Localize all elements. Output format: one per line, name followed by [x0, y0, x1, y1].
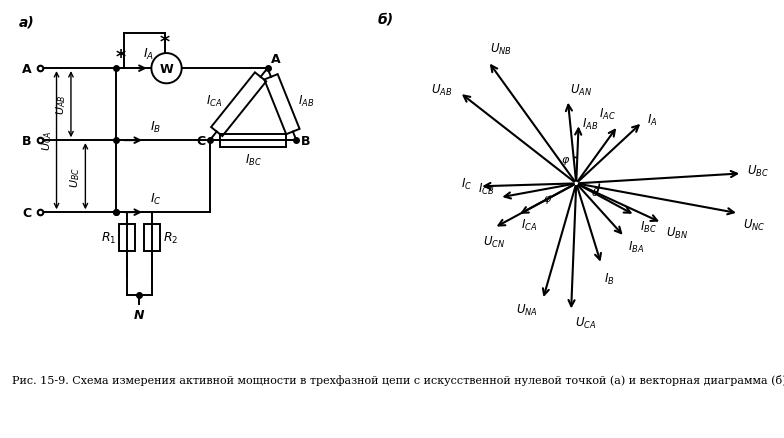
- Text: $U_{NC}$: $U_{NC}$: [743, 217, 766, 232]
- Text: B: B: [22, 134, 31, 147]
- Text: $U_{CA}$: $U_{CA}$: [575, 315, 596, 331]
- Text: Рис. 15-9. Схема измерения активной мощности в трехфазной цепи с искусственной н: Рис. 15-9. Схема измерения активной мощн…: [12, 374, 784, 385]
- Text: $I_B$: $I_B$: [604, 271, 614, 286]
- Text: $U_{CA}$: $U_{CA}$: [40, 131, 53, 151]
- Text: $\varphi$: $\varphi$: [543, 193, 552, 205]
- Text: $U_{AB}$: $U_{AB}$: [54, 95, 68, 115]
- Text: $\varphi$: $\varphi$: [561, 155, 571, 167]
- Text: а): а): [19, 15, 34, 29]
- Text: C: C: [22, 206, 31, 219]
- Text: $U_{AN}$: $U_{AN}$: [570, 82, 592, 97]
- Text: $I_A$: $I_A$: [143, 47, 154, 62]
- Text: $U_{BN}$: $U_{BN}$: [666, 225, 688, 240]
- Text: $I_{CA}$: $I_{CA}$: [521, 218, 538, 233]
- Text: $I_{CB}$: $I_{CB}$: [478, 181, 495, 196]
- Text: $R_1$: $R_1$: [100, 230, 116, 245]
- Text: $U_{NB}$: $U_{NB}$: [491, 42, 513, 57]
- Text: $I_{BA}$: $I_{BA}$: [628, 240, 644, 254]
- Text: б): б): [378, 12, 394, 26]
- Text: $U_{NA}$: $U_{NA}$: [517, 302, 538, 317]
- Text: $U_{AB}$: $U_{AB}$: [431, 82, 452, 98]
- Text: $I_{BC}$: $I_{BC}$: [640, 220, 656, 235]
- Text: C: C: [196, 134, 205, 147]
- Text: A: A: [271, 53, 281, 65]
- Text: $I_{AB}$: $I_{AB}$: [583, 117, 599, 132]
- Text: N: N: [134, 308, 145, 321]
- Text: $I_C$: $I_C$: [151, 191, 162, 206]
- Text: $U_{BC}$: $U_{BC}$: [746, 163, 768, 178]
- Text: $I_{BC}$: $I_{BC}$: [245, 152, 262, 167]
- Text: $I_A$: $I_A$: [647, 113, 658, 128]
- Text: $\vartheta$: $\vartheta$: [591, 185, 600, 197]
- Text: $I_C$: $I_C$: [461, 176, 473, 191]
- Text: $I_{CA}$: $I_{CA}$: [206, 94, 223, 109]
- Text: B: B: [301, 134, 310, 147]
- Text: W: W: [160, 63, 173, 75]
- Text: *: *: [116, 48, 126, 67]
- Text: *: *: [160, 33, 170, 52]
- Text: $I_B$: $I_B$: [151, 119, 162, 134]
- Text: A: A: [22, 63, 31, 75]
- Text: $R_2$: $R_2$: [163, 230, 178, 245]
- Text: $I_{AB}$: $I_{AB}$: [298, 94, 314, 109]
- Text: $I_{AC}$: $I_{AC}$: [599, 106, 615, 122]
- Text: $U_{BC}$: $U_{BC}$: [69, 166, 82, 187]
- Text: $U_{CN}$: $U_{CN}$: [483, 234, 505, 249]
